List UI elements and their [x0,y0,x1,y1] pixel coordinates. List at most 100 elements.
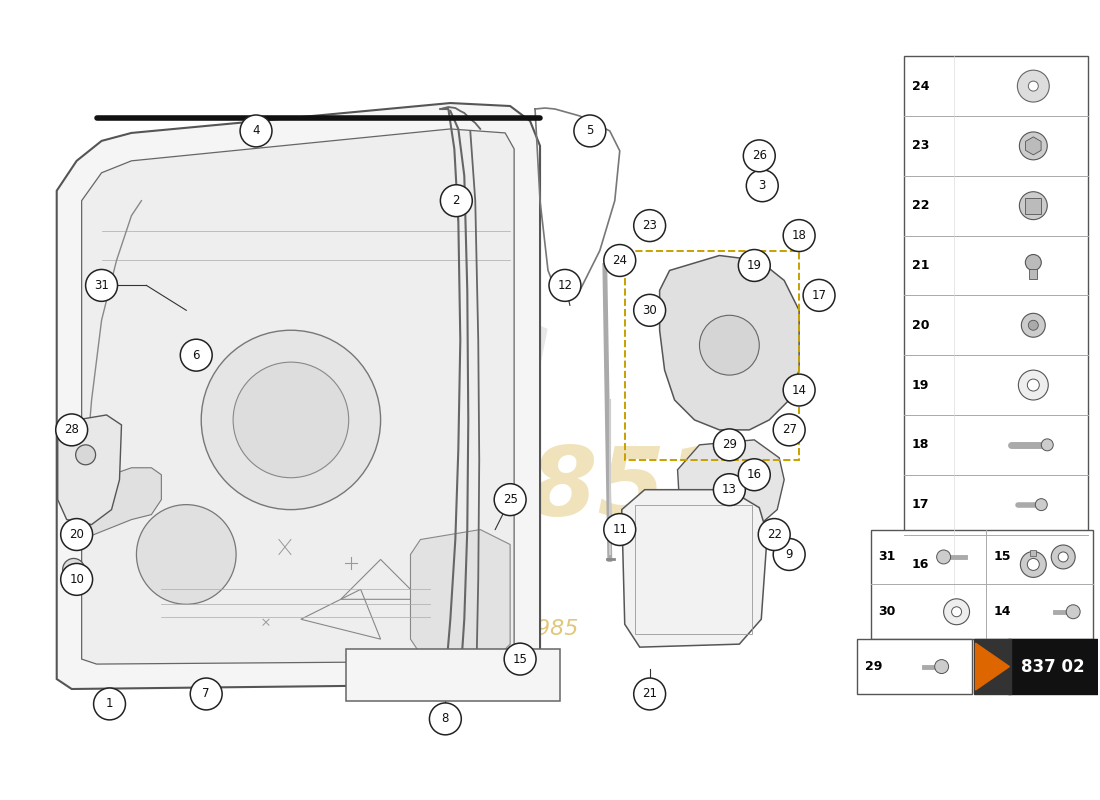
Circle shape [574,115,606,147]
Bar [635,505,752,634]
Bar [857,639,971,694]
Text: 27: 27 [782,423,796,436]
Circle shape [63,558,85,580]
Text: 15: 15 [513,653,528,666]
Circle shape [1027,379,1040,391]
Text: 20: 20 [69,528,84,541]
Text: 21: 21 [642,687,657,701]
Polygon shape [81,129,514,664]
Circle shape [937,550,950,564]
Text: 14: 14 [792,383,806,397]
Circle shape [1028,320,1038,330]
Text: 20: 20 [912,318,930,332]
Bar [1009,639,1098,694]
Circle shape [773,414,805,446]
Bar [625,250,799,460]
Circle shape [60,518,92,550]
Polygon shape [621,490,767,647]
Circle shape [1066,605,1080,618]
Circle shape [1042,439,1053,451]
Bar [1025,198,1042,214]
Text: 29: 29 [865,660,882,673]
Circle shape [935,659,948,674]
Bar [871,530,1093,639]
Bar [345,649,560,701]
Circle shape [1028,81,1038,91]
Text: 17: 17 [912,498,930,511]
Circle shape [714,474,746,506]
Text: 22: 22 [912,199,930,212]
Circle shape [634,678,665,710]
Circle shape [746,170,778,202]
Polygon shape [976,643,1010,690]
Circle shape [494,484,526,515]
Circle shape [233,362,349,478]
Text: 15: 15 [993,550,1011,563]
Circle shape [803,279,835,311]
Text: 19: 19 [747,259,762,272]
Text: 3: 3 [759,179,766,192]
Bar [1031,550,1036,557]
Circle shape [60,563,92,595]
Circle shape [1020,192,1047,220]
Text: 25: 25 [503,493,518,506]
Circle shape [1035,498,1047,510]
Circle shape [76,445,96,465]
Circle shape [783,220,815,251]
Circle shape [1052,545,1075,569]
Circle shape [201,330,381,510]
Text: 23: 23 [642,219,657,232]
Polygon shape [57,415,121,525]
Text: 10: 10 [69,573,84,586]
Text: EPC: EPC [72,313,550,527]
Text: 6: 6 [192,349,200,362]
Bar [904,56,1088,594]
Text: 13: 13 [722,483,737,496]
Circle shape [1020,132,1047,160]
Circle shape [549,270,581,302]
Text: 21: 21 [912,259,930,272]
Text: 16: 16 [912,558,930,571]
Circle shape [180,339,212,371]
Text: 2: 2 [452,194,460,207]
Polygon shape [57,103,540,689]
Bar [1030,270,1037,279]
Text: 7: 7 [202,687,210,701]
Text: 31: 31 [878,550,895,563]
Circle shape [700,315,759,375]
Polygon shape [410,530,510,659]
Text: 12: 12 [558,279,572,292]
Text: 30: 30 [642,304,657,317]
Polygon shape [81,468,162,539]
Circle shape [504,643,536,675]
Circle shape [94,688,125,720]
Text: 18: 18 [912,438,930,451]
Circle shape [738,250,770,282]
Circle shape [1018,70,1049,102]
Text: 16: 16 [747,468,762,482]
Polygon shape [660,255,799,430]
Circle shape [136,505,236,604]
Text: 18: 18 [792,229,806,242]
Text: 1: 1 [106,698,113,710]
Text: 24: 24 [613,254,627,267]
Text: 19: 19 [912,378,930,391]
Circle shape [604,514,636,546]
Text: 23: 23 [912,139,930,152]
Circle shape [758,518,790,550]
Polygon shape [1025,137,1041,155]
Circle shape [744,140,775,172]
Circle shape [1022,314,1045,338]
Circle shape [944,599,969,625]
Circle shape [952,606,961,617]
Circle shape [1025,254,1042,270]
Text: 8: 8 [442,712,449,726]
Text: 5: 5 [586,125,594,138]
Circle shape [240,115,272,147]
Circle shape [634,210,665,242]
Bar [974,639,1011,694]
Text: 11: 11 [613,523,627,536]
Circle shape [783,374,815,406]
Circle shape [86,270,118,302]
Circle shape [738,458,770,490]
